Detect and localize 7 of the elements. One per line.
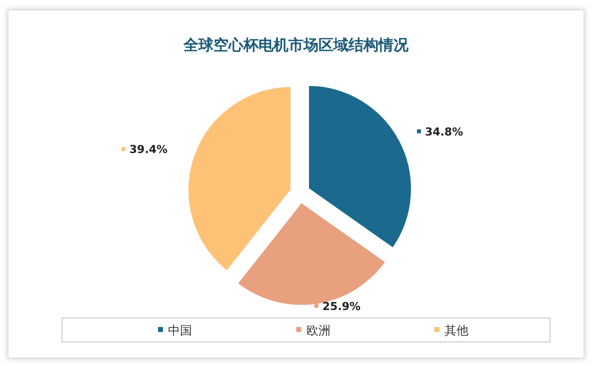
data-label: 34.8% bbox=[424, 125, 464, 138]
legend-label: 中国 bbox=[168, 324, 192, 338]
legend-label: 其他 bbox=[444, 324, 469, 338]
data-label: 39.4% bbox=[129, 143, 168, 156]
data-label: 25.9% bbox=[322, 300, 361, 313]
legend-label: 欧洲 bbox=[306, 324, 330, 338]
chart-title: 全球空心杯电机市场区域结构情况 bbox=[182, 36, 410, 54]
